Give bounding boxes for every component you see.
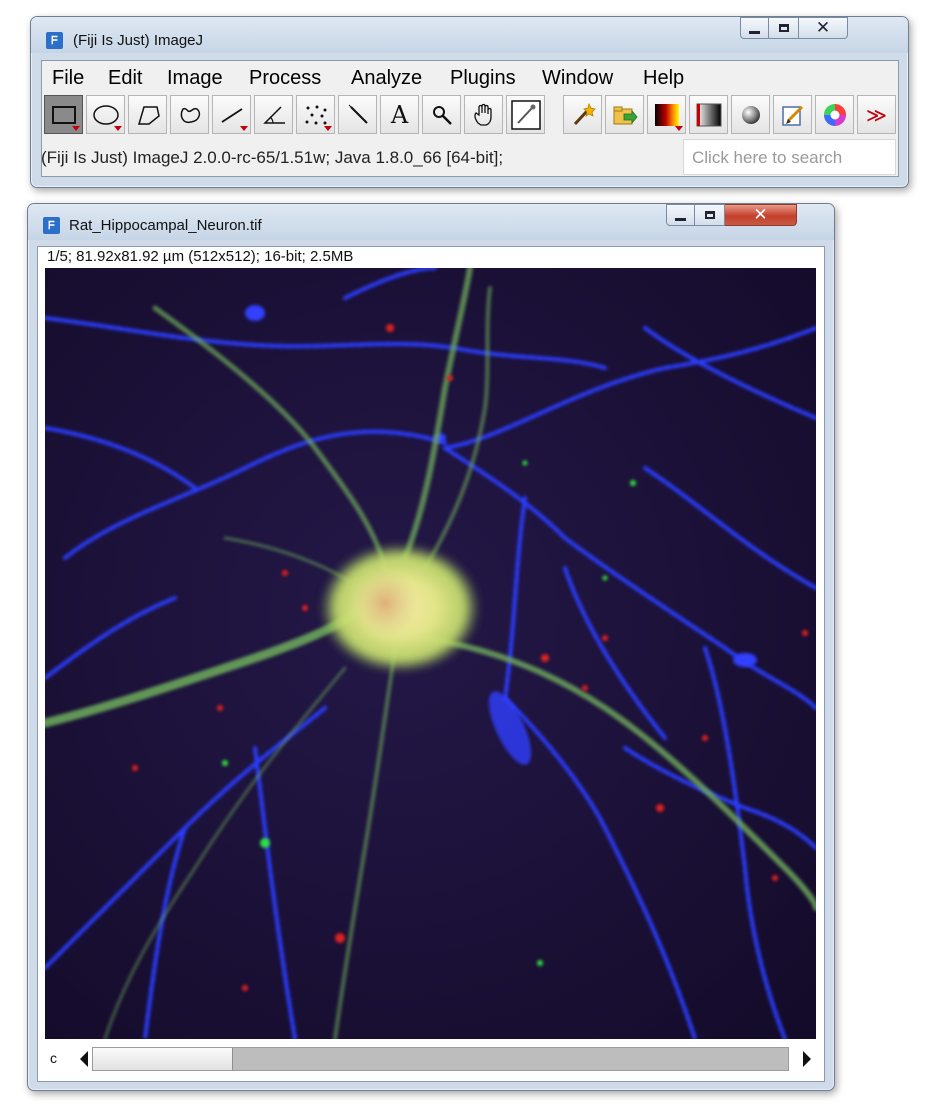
rectangle-tool-button[interactable] (44, 95, 83, 134)
color-wheel-button[interactable] (815, 95, 854, 134)
menu-image[interactable]: Image (167, 67, 223, 89)
freehand-selection-icon (180, 107, 200, 123)
edit-button[interactable] (773, 95, 812, 134)
nucleus (353, 568, 417, 638)
gradient-icon (696, 103, 721, 126)
status-line: (Fiji Is Just) ImageJ 2.0.0-rc-65/1.51w;… (41, 148, 504, 167)
app-icon: ᖴ (43, 217, 60, 234)
oval-selection-icon (92, 104, 119, 125)
scroll-right-arrow[interactable] (799, 1047, 815, 1071)
rectangle-selection-icon (51, 105, 76, 124)
minimize-icon (749, 30, 760, 34)
text-tool-icon: A (390, 100, 409, 129)
menu-plugins[interactable]: Plugins (450, 67, 516, 89)
dropdown-indicator (675, 126, 683, 131)
image-window-title: Rat_Hippocampal_Neuron.tif (69, 217, 262, 234)
lut-button[interactable] (647, 95, 686, 134)
minimize-button[interactable] (666, 204, 695, 226)
menu-help[interactable]: Help (643, 67, 685, 89)
dropdown-indicator (72, 126, 80, 131)
polygon-tool-button[interactable] (128, 95, 167, 134)
text-tool-button[interactable]: A (380, 95, 419, 134)
close-button[interactable]: ✕ (799, 17, 848, 39)
edit-icon (781, 105, 803, 126)
line-tool-button[interactable] (212, 95, 251, 134)
close-icon: ✕ (753, 204, 768, 225)
maximize-icon (778, 24, 789, 32)
menu-edit[interactable]: Edit (108, 67, 143, 89)
menu-process[interactable]: Process (249, 67, 322, 89)
dropdown-indicator (114, 126, 122, 131)
wand-tool-icon (348, 104, 368, 124)
more-tools-icon: ≫ (866, 102, 887, 127)
main-client-area: File Edit Image Process Analyze Plugins … (41, 60, 899, 177)
dropdown-indicator (324, 126, 332, 131)
imagej-main-window: ᖴ (Fiji Is Just) ImageJ ✕ File Edit Imag… (30, 16, 909, 188)
search-input[interactable]: Click here to search (683, 139, 896, 175)
angle-tool-button[interactable] (254, 95, 293, 134)
freehand-tool-button[interactable] (170, 95, 209, 134)
multi-point-tool-icon (305, 105, 326, 124)
zoom-tool-button[interactable] (422, 95, 461, 134)
maximize-button[interactable] (769, 17, 799, 39)
minimize-icon (675, 217, 686, 221)
channel-label: c (50, 1050, 57, 1066)
magnifying-glass-icon (432, 105, 452, 125)
color-picker-icon (510, 99, 541, 130)
open-dialog-icon (613, 106, 638, 124)
open-dialog-button[interactable] (605, 95, 644, 134)
blue-axons (45, 268, 816, 1039)
image-canvas[interactable] (45, 268, 816, 1039)
magic-wand-plugin-icon (573, 102, 596, 125)
menu-file[interactable]: File (52, 67, 85, 89)
red-puncta (132, 324, 808, 991)
menu-analyze[interactable]: Analyze (351, 67, 423, 89)
menu-window[interactable]: Window (542, 67, 614, 89)
scrollbar-thumb[interactable] (93, 1048, 233, 1070)
sphere-icon (741, 105, 760, 124)
green-puncta (222, 460, 636, 966)
image-info-line: 1/5; 81.92x81.92 µm (512x512); 16-bit; 2… (47, 248, 354, 265)
line-selection-icon (221, 107, 242, 123)
close-icon: ✕ (815, 17, 831, 38)
polygon-selection-icon (137, 105, 160, 125)
close-button[interactable]: ✕ (725, 204, 797, 226)
sphere-button[interactable] (731, 95, 770, 134)
oval-tool-button[interactable] (86, 95, 125, 134)
channel-scrollbar[interactable] (92, 1047, 789, 1071)
menu-bar: File Edit Image Process Analyze Plugins … (42, 61, 898, 93)
more-tools-button[interactable]: ≫ (857, 95, 896, 134)
multipoint-tool-button[interactable] (296, 95, 335, 134)
toolbar: A (44, 94, 898, 136)
dropdown-indicator (240, 126, 248, 131)
hand-tool-button[interactable] (464, 95, 503, 134)
app-icon: ᖴ (46, 32, 63, 49)
color-wheel-icon (823, 103, 846, 126)
minimize-button[interactable] (740, 17, 769, 39)
hand-scroll-icon (473, 103, 492, 126)
gradient-button[interactable] (689, 95, 728, 134)
window-title: (Fiji Is Just) ImageJ (73, 32, 204, 49)
wand-tool-button[interactable] (338, 95, 377, 134)
maximize-button[interactable] (695, 204, 725, 226)
angle-tool-icon (262, 105, 285, 124)
lut-icon (654, 103, 679, 126)
magic-wand-plugin-button[interactable] (563, 95, 602, 134)
color-picker-button[interactable] (506, 95, 545, 134)
scroll-left-arrow[interactable] (76, 1047, 92, 1071)
maximize-icon (704, 211, 715, 219)
